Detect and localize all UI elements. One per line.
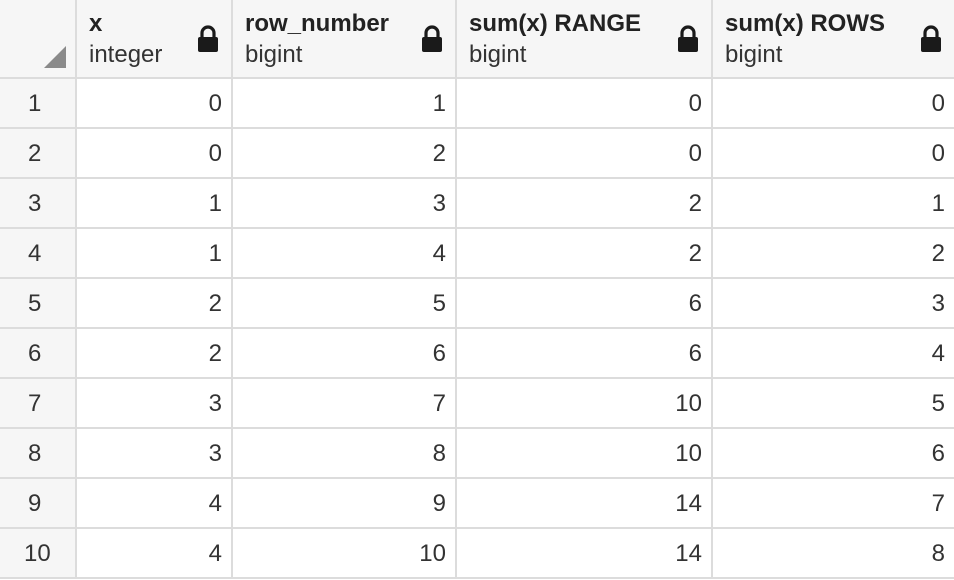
cell-row-number[interactable]: 10 <box>233 529 457 579</box>
row-number-cell[interactable]: 1 <box>0 79 77 129</box>
cell-row-number[interactable]: 3 <box>233 179 457 229</box>
cell-sum-range[interactable]: 10 <box>457 429 713 479</box>
cell-sum-rows[interactable]: 7 <box>713 479 954 529</box>
row-number-cell[interactable]: 2 <box>0 129 77 179</box>
cell-row-number[interactable]: 1 <box>233 79 457 129</box>
column-header-row-number[interactable]: row_number bigint <box>233 0 457 79</box>
cell-sum-rows[interactable]: 4 <box>713 329 954 379</box>
cell-row-number[interactable]: 7 <box>233 379 457 429</box>
cell-sum-range[interactable]: 2 <box>457 229 713 279</box>
column-type: integer <box>89 41 163 68</box>
cell-sum-rows[interactable]: 6 <box>713 429 954 479</box>
cell-x[interactable]: 1 <box>77 229 233 279</box>
cell-sum-range[interactable]: 0 <box>457 79 713 129</box>
cell-x[interactable]: 3 <box>77 379 233 429</box>
column-header-sum-range[interactable]: sum(x) RANGE bigint <box>457 0 713 79</box>
lock-icon <box>422 25 442 52</box>
cell-sum-range[interactable]: 14 <box>457 479 713 529</box>
column-name: row_number <box>245 10 390 37</box>
row-number-cell[interactable]: 10 <box>0 529 77 579</box>
column-type: bigint <box>725 41 783 68</box>
cell-row-number[interactable]: 5 <box>233 279 457 329</box>
cell-row-number[interactable]: 8 <box>233 429 457 479</box>
cell-row-number[interactable]: 2 <box>233 129 457 179</box>
cell-sum-rows[interactable]: 2 <box>713 229 954 279</box>
cell-row-number[interactable]: 4 <box>233 229 457 279</box>
cell-sum-range[interactable]: 6 <box>457 329 713 379</box>
cell-sum-rows[interactable]: 0 <box>713 129 954 179</box>
column-name: x <box>89 10 103 37</box>
cell-sum-rows[interactable]: 0 <box>713 79 954 129</box>
cell-row-number[interactable]: 9 <box>233 479 457 529</box>
lock-icon <box>198 25 218 52</box>
cell-sum-range[interactable]: 0 <box>457 129 713 179</box>
cell-x[interactable]: 2 <box>77 329 233 379</box>
row-number-cell[interactable]: 9 <box>0 479 77 529</box>
cell-x[interactable]: 1 <box>77 179 233 229</box>
cell-x[interactable]: 2 <box>77 279 233 329</box>
cell-sum-rows[interactable]: 8 <box>713 529 954 579</box>
row-number-cell[interactable]: 3 <box>0 179 77 229</box>
cell-x[interactable]: 4 <box>77 479 233 529</box>
cell-x[interactable]: 0 <box>77 79 233 129</box>
row-number-cell[interactable]: 7 <box>0 379 77 429</box>
cell-x[interactable]: 4 <box>77 529 233 579</box>
column-type: bigint <box>245 41 303 68</box>
cell-sum-range[interactable]: 14 <box>457 529 713 579</box>
select-all-corner[interactable] <box>0 0 77 79</box>
column-type: bigint <box>469 41 527 68</box>
row-number-cell[interactable]: 8 <box>0 429 77 479</box>
cell-x[interactable]: 0 <box>77 129 233 179</box>
column-header-x[interactable]: x integer <box>77 0 233 79</box>
column-name: sum(x) RANGE <box>469 10 642 37</box>
cell-sum-range[interactable]: 2 <box>457 179 713 229</box>
row-number-cell[interactable]: 4 <box>0 229 77 279</box>
cell-sum-rows[interactable]: 3 <box>713 279 954 329</box>
column-name: sum(x) ROWS <box>725 10 886 37</box>
row-number-cell[interactable]: 5 <box>0 279 77 329</box>
cell-sum-range[interactable]: 6 <box>457 279 713 329</box>
cell-row-number[interactable]: 6 <box>233 329 457 379</box>
cell-sum-range[interactable]: 10 <box>457 379 713 429</box>
cell-x[interactable]: 3 <box>77 429 233 479</box>
cell-sum-rows[interactable]: 5 <box>713 379 954 429</box>
column-header-sum-rows[interactable]: sum(x) ROWS bigint <box>713 0 954 79</box>
select-all-triangle-icon <box>44 46 66 68</box>
row-number-cell[interactable]: 6 <box>0 329 77 379</box>
lock-icon <box>678 25 698 52</box>
lock-icon <box>921 25 941 52</box>
cell-sum-rows[interactable]: 1 <box>713 179 954 229</box>
